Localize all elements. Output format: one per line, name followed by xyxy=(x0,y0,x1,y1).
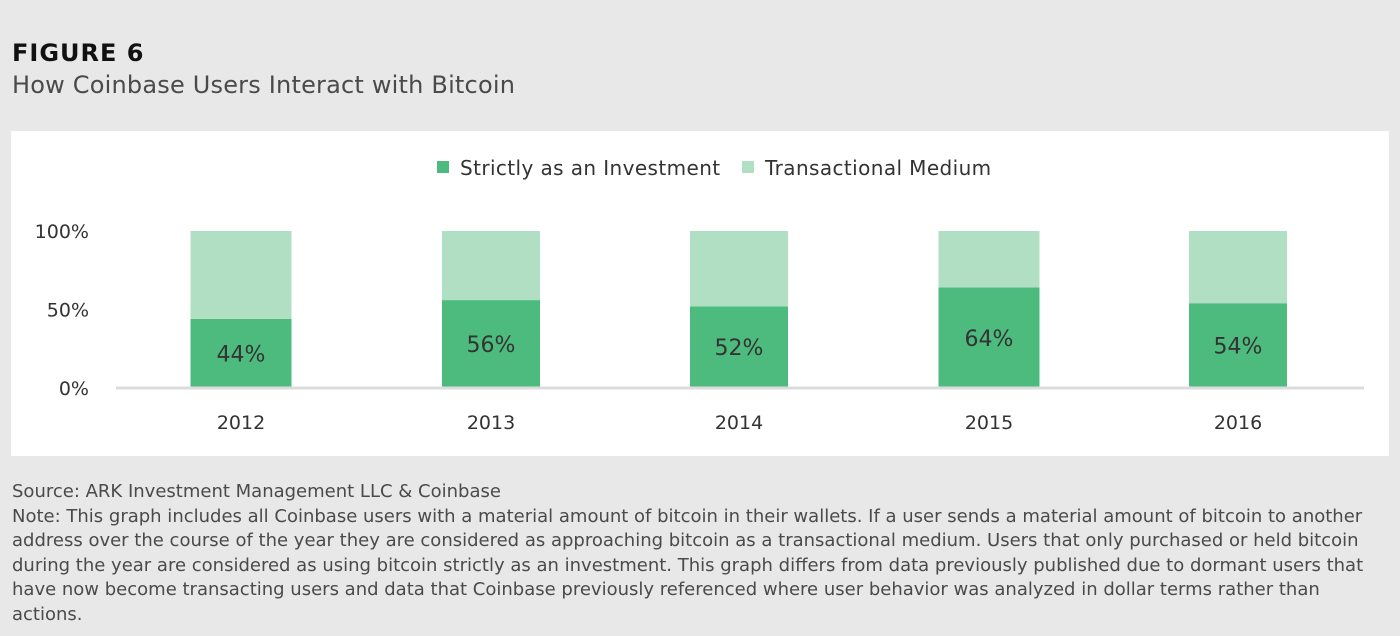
bar-segment-investment xyxy=(442,300,540,388)
legend-swatch xyxy=(437,161,449,173)
legend-item-investment: Strictly as an Investment xyxy=(437,156,721,180)
legend-swatch xyxy=(742,161,754,173)
y-tick-label: 100% xyxy=(35,221,89,243)
x-tick-label: 2014 xyxy=(715,412,763,434)
bar-data-label: 54% xyxy=(1214,335,1263,360)
legend-label: Transactional Medium xyxy=(764,156,992,180)
bar-segment-investment xyxy=(1189,303,1287,388)
bar-segment-transactional xyxy=(938,231,1040,288)
bar-segment-transactional xyxy=(190,231,292,319)
bar-group-2015: 64% 2015 xyxy=(938,231,1040,434)
bar-segment-investment xyxy=(190,318,292,388)
note-text: Note: This graph includes all Coinbase u… xyxy=(12,505,1364,625)
y-tick-label: 0% xyxy=(59,378,89,400)
stacked-bar-chart: Strictly as an Investment Transactional M… xyxy=(35,156,1364,434)
source-text: Source: ARK Investment Management LLC & … xyxy=(12,481,501,502)
chart-legend: Strictly as an Investment Transactional M… xyxy=(437,156,992,180)
figure-label: FIGURE 6 xyxy=(12,39,145,67)
x-tick-label: 2013 xyxy=(467,412,515,434)
bar-segment-transactional xyxy=(690,231,788,307)
legend-item-transactional: Transactional Medium xyxy=(742,156,992,180)
bar-group-2014: 52% 2014 xyxy=(690,231,788,434)
bar-group-2012: 44% 2012 xyxy=(190,231,292,434)
bar-data-label: 52% xyxy=(715,336,764,361)
bar-segment-investment xyxy=(938,287,1040,388)
bar-segment-transactional xyxy=(1189,231,1287,304)
figure-title: How Coinbase Users Interact with Bitcoin xyxy=(12,71,516,99)
chart-panel: Strictly as an Investment Transactional M… xyxy=(11,131,1389,456)
source-notes: Source: ARK Investment Management LLC & … xyxy=(12,480,1390,627)
bar-segment-transactional xyxy=(442,231,540,301)
bar-group-2016: 54% 2016 xyxy=(1189,231,1287,434)
x-tick-label: 2016 xyxy=(1214,412,1262,434)
y-tick-label: 50% xyxy=(47,300,89,322)
bar-group-2013: 56% 2013 xyxy=(442,231,540,434)
bar-data-label: 56% xyxy=(467,333,516,358)
x-tick-label: 2012 xyxy=(217,412,265,434)
bar-segment-investment xyxy=(690,306,788,388)
bar-data-label: 44% xyxy=(217,342,266,367)
bars: 44% 2012 56% 2013 52% 2014 64% 2015 54% 2016 xyxy=(190,231,1287,434)
legend-label: Strictly as an Investment xyxy=(460,156,721,180)
y-axis: 0% 50% 100% xyxy=(35,221,89,400)
x-tick-label: 2015 xyxy=(965,412,1013,434)
bar-data-label: 64% xyxy=(965,327,1014,352)
